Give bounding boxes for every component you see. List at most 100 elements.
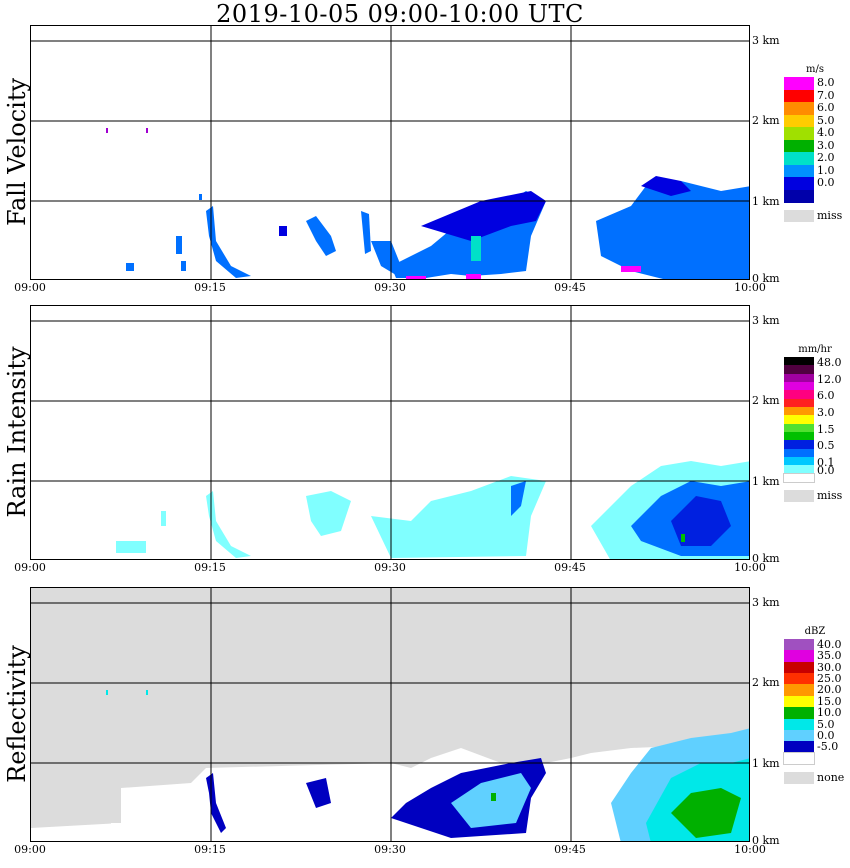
y-tick-label: 2 km xyxy=(752,676,780,689)
echo-patch xyxy=(116,541,146,553)
colorbar-label: 12.0 xyxy=(817,372,842,386)
colorbar-label: 0.1 xyxy=(817,456,835,469)
echo-patch xyxy=(181,261,186,271)
y-tick-label: 1 km xyxy=(752,475,780,488)
colorbar-level: 25.0 xyxy=(784,672,844,686)
colorbar-swatch xyxy=(784,673,814,685)
colorbar-label: 0.0 xyxy=(817,464,835,478)
colorbar-label: 30.0 xyxy=(817,660,842,674)
colorbar-label: 6.0 xyxy=(817,389,835,403)
colorbar-label: 3.0 xyxy=(817,138,835,152)
colorbar-label: 1.5 xyxy=(817,422,835,436)
echo-patch xyxy=(421,191,546,241)
colorbar-swatch xyxy=(784,77,814,90)
colorbar-swatch xyxy=(783,472,815,484)
colorbar-swatch xyxy=(784,407,814,416)
colorbar-level: 35.0 xyxy=(784,649,844,663)
x-tick-label: 09:30 xyxy=(374,843,406,856)
colorbar-label: 25.0 xyxy=(817,672,842,686)
colorbar-level: 1.5 xyxy=(784,423,844,435)
colorbar-swatch xyxy=(784,89,814,103)
colorbar-swatch xyxy=(784,695,814,708)
grid xyxy=(31,588,749,841)
colorbar-level: 30.0 xyxy=(784,660,844,674)
echo-patch xyxy=(176,236,182,254)
colorbar-missing-swatch xyxy=(784,210,814,222)
x-tick-label: 09:15 xyxy=(194,843,226,856)
colorbar-swatch xyxy=(784,114,814,128)
echo-patch xyxy=(161,511,166,526)
y-tick-label: 1 km xyxy=(752,195,780,208)
colorbar-level xyxy=(784,432,844,441)
colorbar-level: 3.0 xyxy=(784,138,844,153)
x-tick-label: 09:45 xyxy=(554,281,586,294)
echo-patch xyxy=(671,496,731,546)
x-tick-label: 09:15 xyxy=(194,561,226,574)
y-axis-label: Reflectivity xyxy=(3,645,31,783)
colorbar-level: 40.0 xyxy=(784,639,844,651)
y-tick-label: 1 km xyxy=(752,757,780,770)
colorbar-label: 35.0 xyxy=(817,649,842,663)
colorbar-swatch xyxy=(784,684,814,697)
colorbar-level: 5.0 xyxy=(784,717,844,731)
colorbar-swatch xyxy=(784,189,814,203)
colorbar-swatch xyxy=(784,398,814,408)
colorbar-label: 20.0 xyxy=(817,683,842,697)
colorbar-label: -5.0 xyxy=(817,740,839,754)
radar-echoes xyxy=(106,128,749,279)
colorbar-swatch xyxy=(784,382,814,391)
grid xyxy=(31,26,749,279)
colorbar-label: 0.0 xyxy=(817,176,835,189)
colorbar-swatch xyxy=(784,718,814,731)
echo-patch xyxy=(306,778,331,808)
colorbar-swatch xyxy=(784,152,814,165)
colorbar-level: 20.0 xyxy=(784,683,844,697)
colorbar-label: 1.0 xyxy=(817,163,835,177)
grid xyxy=(31,306,749,559)
x-tick-label: 09:30 xyxy=(374,281,406,294)
colorbar-level: 0.0 xyxy=(784,729,844,742)
colorbar-unit: mm/hr xyxy=(798,344,832,355)
y-tick-label: 0 km xyxy=(752,272,780,285)
colorbar-unit: m/s xyxy=(806,64,824,75)
echo-patch xyxy=(406,276,426,279)
echo-patch xyxy=(641,176,691,196)
colorbar-missing: miss xyxy=(784,210,844,222)
x-tick-label: 10:00 xyxy=(734,281,766,294)
echo-patch xyxy=(146,690,148,695)
colorbar-level: 12.0 xyxy=(784,373,844,385)
colorbar-label: 3.0 xyxy=(817,406,835,419)
plot-area xyxy=(30,305,750,560)
echo-patch xyxy=(471,236,481,261)
echo-patch xyxy=(279,226,287,236)
colorbar-missing-label: miss xyxy=(817,209,843,222)
colorbar-label: 10.0 xyxy=(817,706,842,720)
colorbar-missing: none xyxy=(784,772,844,784)
colorbar-swatch xyxy=(784,102,814,115)
echo-patch xyxy=(671,788,741,838)
colorbar-label: 8.0 xyxy=(817,76,835,89)
colorbar-label: 15.0 xyxy=(817,694,842,708)
colorbar-swatch xyxy=(784,448,814,458)
colorbar-swatch xyxy=(784,432,814,441)
colorbar-level: 0.0 xyxy=(784,177,844,190)
colorbar-level: 7.0 xyxy=(784,89,844,103)
echo-patch xyxy=(199,194,202,200)
colorbar-swatch xyxy=(784,390,814,400)
y-axis-label: Rain Intensity xyxy=(3,346,31,518)
colorbar-level: 5.0 xyxy=(784,114,844,128)
y-tick-label: 0 km xyxy=(752,552,780,565)
colorbar-swatch xyxy=(784,440,814,450)
echo-patch xyxy=(206,206,251,278)
y-tick-label: 0 km xyxy=(752,834,780,847)
colorbar-level xyxy=(784,415,844,425)
colorbar-missing: miss xyxy=(784,490,844,502)
echo-patch xyxy=(596,181,749,279)
colorbar-swatch xyxy=(784,465,814,475)
colorbar-label: 5.0 xyxy=(817,717,835,731)
colorbar-level xyxy=(784,382,844,391)
echo-patch xyxy=(126,263,134,271)
colorbar-level: 8.0 xyxy=(784,77,844,90)
colorbar-swatch xyxy=(784,729,814,742)
colorbar-level: 6.0 xyxy=(784,102,844,115)
